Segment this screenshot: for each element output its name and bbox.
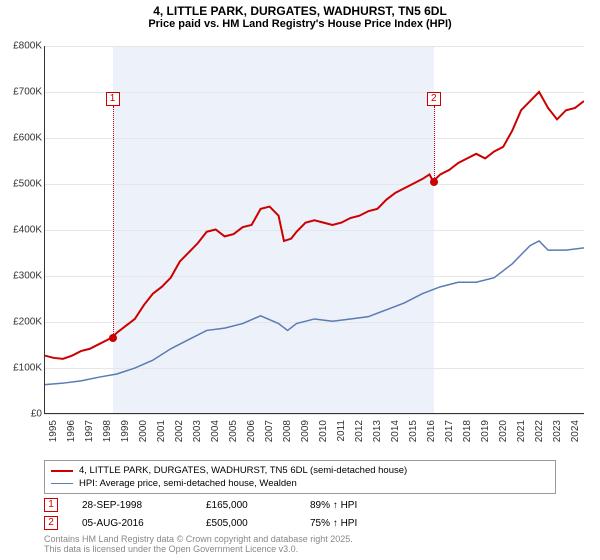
chart-lines	[45, 46, 584, 413]
legend-item: 4, LITTLE PARK, DURGATES, WADHURST, TN5 …	[51, 465, 549, 476]
x-tick-label: 1997	[84, 420, 95, 450]
sale-row: 1 28-SEP-1998 £165,000 89% ↑ HPI	[44, 498, 556, 512]
x-tick-label: 2012	[354, 420, 365, 450]
x-tick-label: 2021	[516, 420, 527, 450]
x-tick-label: 2008	[282, 420, 293, 450]
gridline	[45, 414, 584, 415]
footer-line-2: This data is licensed under the Open Gov…	[44, 544, 556, 554]
sale-price: £165,000	[206, 500, 286, 511]
sale-date: 28-SEP-1998	[82, 500, 182, 511]
sale-marker-line	[434, 106, 435, 182]
y-tick-label: £800K	[0, 41, 42, 52]
sale-delta: 75% ↑ HPI	[310, 518, 357, 529]
x-tick-label: 2014	[390, 420, 401, 450]
plot-area: 12	[44, 46, 584, 414]
x-tick-label: 2017	[444, 420, 455, 450]
x-tick-label: 2016	[426, 420, 437, 450]
sale-row: 2 05-AUG-2016 £505,000 75% ↑ HPI	[44, 516, 556, 530]
price-chart: 12 £0£100K£200K£300K£400K£500K£600K£700K…	[0, 36, 600, 458]
x-tick-label: 2010	[318, 420, 329, 450]
y-tick-label: £500K	[0, 179, 42, 190]
sale-marker-dot	[109, 334, 117, 342]
x-tick-label: 2007	[264, 420, 275, 450]
y-tick-label: £700K	[0, 87, 42, 98]
y-tick-label: £400K	[0, 225, 42, 236]
y-tick-label: £0	[0, 409, 42, 420]
y-tick-label: £100K	[0, 363, 42, 374]
legend-box: 4, LITTLE PARK, DURGATES, WADHURST, TN5 …	[44, 460, 556, 494]
legend-label: HPI: Average price, semi-detached house,…	[79, 478, 297, 489]
x-tick-label: 2004	[210, 420, 221, 450]
x-tick-label: 2005	[228, 420, 239, 450]
sale-price: £505,000	[206, 518, 286, 529]
x-tick-label: 2015	[408, 420, 419, 450]
footer-attribution: Contains HM Land Registry data © Crown c…	[44, 534, 556, 554]
legend-swatch	[51, 483, 73, 484]
x-tick-label: 2006	[246, 420, 257, 450]
x-tick-label: 2022	[534, 420, 545, 450]
x-tick-label: 2013	[372, 420, 383, 450]
sale-marker-dot	[430, 178, 438, 186]
y-tick-label: £200K	[0, 317, 42, 328]
x-tick-label: 2018	[462, 420, 473, 450]
sale-delta: 89% ↑ HPI	[310, 500, 357, 511]
page-subtitle: Price paid vs. HM Land Registry's House …	[0, 18, 600, 36]
x-tick-label: 2011	[336, 420, 347, 450]
sale-marker-line	[113, 106, 114, 338]
sale-marker-1: 1	[106, 92, 120, 106]
x-tick-label: 2000	[138, 420, 149, 450]
legend-swatch	[51, 470, 73, 472]
sales-table: 1 28-SEP-1998 £165,000 89% ↑ HPI 2 05-AUG-201…	[44, 498, 556, 530]
y-tick-label: £600K	[0, 133, 42, 144]
x-tick-label: 2003	[192, 420, 203, 450]
footer-line-1: Contains HM Land Registry data © Crown c…	[44, 534, 556, 544]
sale-date: 05-AUG-2016	[82, 518, 182, 529]
page-title: 4, LITTLE PARK, DURGATES, WADHURST, TN5 …	[0, 0, 600, 18]
sale-row-marker: 1	[44, 498, 58, 512]
x-tick-label: 1999	[120, 420, 131, 450]
series-line-1	[45, 241, 584, 385]
x-tick-label: 2023	[552, 420, 563, 450]
sale-row-marker: 2	[44, 516, 58, 530]
y-tick-label: £300K	[0, 271, 42, 282]
x-tick-label: 1998	[102, 420, 113, 450]
x-tick-label: 1996	[66, 420, 77, 450]
x-tick-label: 2020	[498, 420, 509, 450]
x-tick-label: 2002	[174, 420, 185, 450]
x-tick-label: 2019	[480, 420, 491, 450]
x-tick-label: 2001	[156, 420, 167, 450]
x-tick-label: 1995	[48, 420, 59, 450]
x-tick-label: 2009	[300, 420, 311, 450]
x-tick-label: 2024	[570, 420, 581, 450]
legend-label: 4, LITTLE PARK, DURGATES, WADHURST, TN5 …	[79, 465, 407, 476]
sale-marker-2: 2	[427, 92, 441, 106]
legend-item: HPI: Average price, semi-detached house,…	[51, 478, 549, 489]
